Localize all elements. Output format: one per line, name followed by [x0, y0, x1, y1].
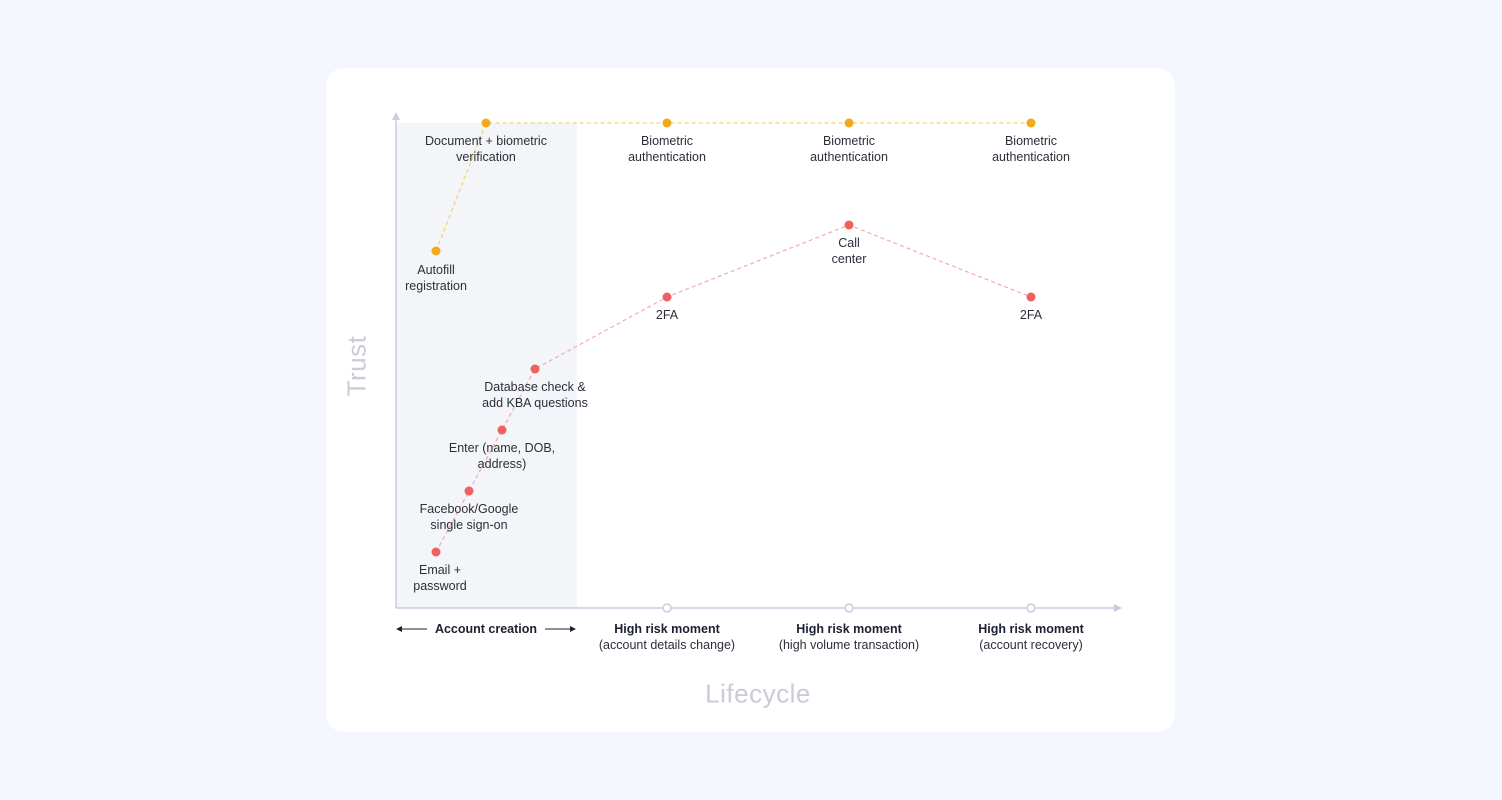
- phase-high-risk-3-subtitle: (account recovery): [979, 638, 1083, 652]
- account-creation-band: [396, 123, 577, 608]
- y-axis-title: Trust: [341, 335, 372, 397]
- red-point-call-center: [844, 220, 854, 230]
- right-arrowhead-icon: [570, 626, 576, 632]
- label-biometric-2: Biometric authentication: [810, 134, 888, 164]
- label-2fa-2: 2FA: [1019, 308, 1043, 322]
- phase-high-risk-2-title: High risk moment: [796, 622, 902, 636]
- x-tick-3: [1026, 603, 1036, 613]
- yellow-point-biometric-2: [844, 118, 854, 128]
- red-point-2fa-2: [1026, 292, 1036, 302]
- label-database-check: Database check & add KBA questions: [482, 380, 588, 410]
- yellow-point-biometric-3: [1026, 118, 1036, 128]
- phase-high-risk-2-subtitle: (high volume transaction): [778, 638, 920, 652]
- label-sso: Facebook/Google single sign-on: [419, 502, 519, 532]
- label-biometric-3: Biometric authentication: [992, 134, 1070, 164]
- yellow-point-document-biometric: [481, 118, 491, 128]
- left-arrowhead-icon: [396, 626, 402, 632]
- label-autofill: Autofill registration: [405, 263, 467, 293]
- x-tick-2: [844, 603, 854, 613]
- phase-account-creation: Account creation: [434, 622, 538, 636]
- label-call-center: Call center: [831, 236, 867, 266]
- yellow-point-autofill: [431, 246, 441, 256]
- label-document-biometric: Document + biometric verification: [425, 134, 547, 164]
- yellow-point-biometric-1: [662, 118, 672, 128]
- phase-high-risk-1-title: High risk moment: [614, 622, 720, 636]
- x-tick-1: [662, 603, 672, 613]
- y-axis-arrow: [392, 112, 400, 120]
- label-2fa-1: 2FA: [655, 308, 679, 322]
- phase-high-risk-1-subtitle: (account details change): [598, 638, 736, 652]
- phase-high-risk-3-title: High risk moment: [978, 622, 1084, 636]
- red-point-email: [431, 547, 441, 557]
- x-axis-arrow: [1114, 604, 1122, 612]
- red-point-2fa-1: [662, 292, 672, 302]
- x-axis-title: Lifecycle: [705, 678, 811, 709]
- red-point-sso: [464, 486, 474, 496]
- label-email-password: Email + password: [413, 563, 467, 593]
- label-enter-details: Enter (name, DOB, address): [448, 441, 556, 471]
- label-biometric-1: Biometric authentication: [628, 134, 706, 164]
- red-point-database-check: [530, 364, 540, 374]
- red-point-enter-details: [497, 425, 507, 435]
